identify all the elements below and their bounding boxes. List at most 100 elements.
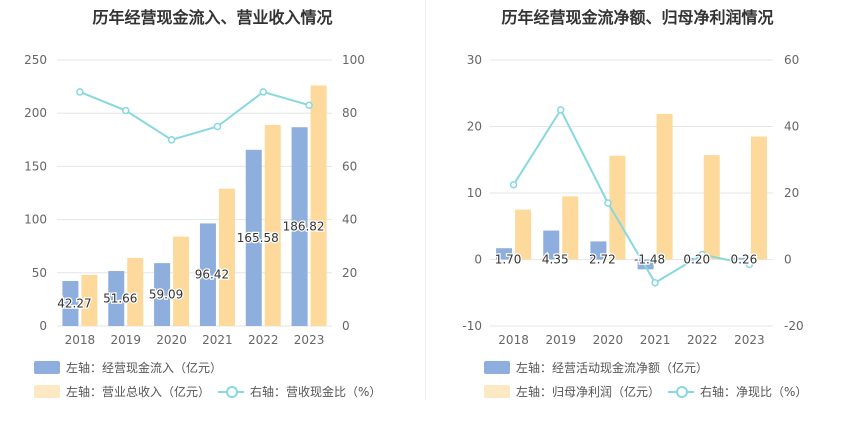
data-label: 0.26 [731, 253, 758, 267]
line-point [557, 106, 565, 114]
line-point [122, 106, 130, 115]
line-point [167, 136, 176, 144]
data-label: 4.35 [542, 253, 569, 267]
line-point [651, 279, 659, 287]
legend-item-left-bar1[interactable]: 左轴：经营现金流入（亿元） [34, 359, 222, 376]
legend-swatch-blue [484, 361, 510, 374]
y-tick-label-right: 100 [342, 53, 365, 67]
bar-series2 [173, 236, 190, 326]
data-label: 186.82 [283, 220, 325, 234]
y-tick-label-left: 250 [24, 53, 47, 67]
data-label: 42.27 [57, 297, 91, 311]
data-label: 2.72 [589, 253, 616, 267]
line-point [259, 88, 267, 96]
bar-series2 [703, 155, 720, 260]
y-tick-label-left: 100 [24, 213, 47, 227]
y-tick-label-left: -10 [462, 319, 482, 333]
x-tick-label: 2019 [545, 333, 576, 347]
line-point [509, 180, 518, 189]
legend-item-right-bar2[interactable]: 左轴：归母净利润（亿元） [484, 383, 660, 400]
chart-title-left: 历年经营现金流入、营业收入情况 [92, 8, 333, 27]
x-tick-label: 2020 [593, 333, 624, 347]
bar-series2 [310, 85, 327, 326]
x-tick-label: 2018 [498, 333, 529, 347]
bar-series2 [218, 188, 235, 326]
y-tick-label-right: 40 [784, 120, 799, 134]
x-tick-label: 2019 [110, 333, 141, 347]
bar-series2 [750, 136, 767, 260]
y-tick-label-left: 200 [24, 106, 47, 120]
bar-series2 [264, 124, 281, 327]
legend-label: 右轴：净现比（%） [700, 385, 808, 399]
data-label: 59.09 [149, 288, 183, 302]
legend-label: 左轴：经营活动现金流净额（亿元） [516, 361, 709, 375]
bar-series1 [684, 258, 701, 260]
y-tick-label-left: 10 [467, 186, 482, 200]
y-tick-label-left: 50 [32, 266, 47, 280]
y-tick-label-right: 0 [784, 253, 792, 267]
line-point [76, 88, 84, 96]
data-label: 165.58 [237, 231, 279, 245]
bar-series1 [590, 241, 607, 260]
legend-swatch-orange [34, 385, 60, 398]
bar-series1 [543, 230, 560, 260]
y-tick-label-left: 150 [24, 159, 47, 173]
bar-series1 [637, 259, 654, 270]
line-point [305, 101, 313, 109]
bar-series1 [291, 127, 308, 327]
legend-label: 左轴：经营现金流入（亿元） [66, 361, 223, 375]
y-tick-label-left: 0 [39, 319, 47, 333]
legend-label: 右轴：营收现金比（%） [250, 385, 382, 399]
y-tick-label-right: 60 [342, 159, 357, 173]
x-tick-label: 2020 [156, 333, 187, 347]
line-point [745, 260, 754, 269]
line-point [698, 250, 706, 259]
y-tick-label-right: 20 [342, 266, 357, 280]
bar-series2 [609, 155, 626, 260]
y-tick-label-right: 0 [342, 319, 350, 333]
legend-item-right-bar1[interactable]: 左轴：经营活动现金流净额（亿元） [484, 359, 708, 376]
x-tick-label: 2022 [248, 333, 279, 347]
bar-series2 [515, 209, 532, 260]
x-tick-label: 2018 [65, 333, 96, 347]
legend-item-right-line[interactable]: 右轴：净现比（%） [668, 383, 807, 400]
y-tick-label-right: -20 [784, 319, 804, 333]
y-tick-label-left: 20 [467, 120, 482, 134]
y-tick-label-right: 40 [342, 213, 357, 227]
legend-item-left-bar2[interactable]: 左轴：营业总收入（亿元） [34, 383, 210, 400]
data-label: 1.70 [495, 253, 522, 267]
bar-series2 [127, 257, 144, 326]
x-tick-label: 2022 [687, 333, 718, 347]
line-series [512, 107, 750, 285]
y-tick-label-right: 60 [784, 53, 799, 67]
data-label: -1.48 [634, 253, 665, 267]
x-tick-label: 2021 [202, 333, 233, 347]
data-label: 0.20 [683, 253, 710, 267]
legend-swatch-orange [484, 385, 510, 398]
line-series [79, 90, 310, 141]
line-point [604, 199, 612, 207]
y-tick-label-left: 0 [474, 253, 482, 267]
bar-series1 [199, 223, 216, 326]
x-tick-label: 2023 [294, 333, 325, 347]
bar-series1 [496, 248, 513, 260]
chart-title-right: 历年经营现金流净额、归母净利润情况 [501, 8, 774, 27]
data-label: 96.42 [195, 268, 229, 282]
y-tick-label-left: 30 [467, 53, 482, 67]
y-tick-label-right: 80 [342, 106, 357, 120]
bar-series1 [154, 263, 171, 326]
bar-series2 [562, 196, 579, 260]
bar-series1 [108, 271, 125, 326]
panel-divider [425, 0, 426, 400]
line-point [213, 122, 222, 131]
x-tick-label: 2021 [640, 333, 671, 347]
data-label: 51.66 [103, 292, 137, 306]
legend-item-left-line[interactable]: 右轴：营收现金比（%） [218, 383, 381, 400]
legend-label: 左轴：营业总收入（亿元） [66, 385, 211, 399]
legend-label: 左轴：归母净利润（亿元） [516, 385, 661, 399]
bar-series1 [62, 281, 79, 326]
legend-swatch-blue [34, 361, 60, 374]
y-tick-label-right: 20 [784, 186, 799, 200]
